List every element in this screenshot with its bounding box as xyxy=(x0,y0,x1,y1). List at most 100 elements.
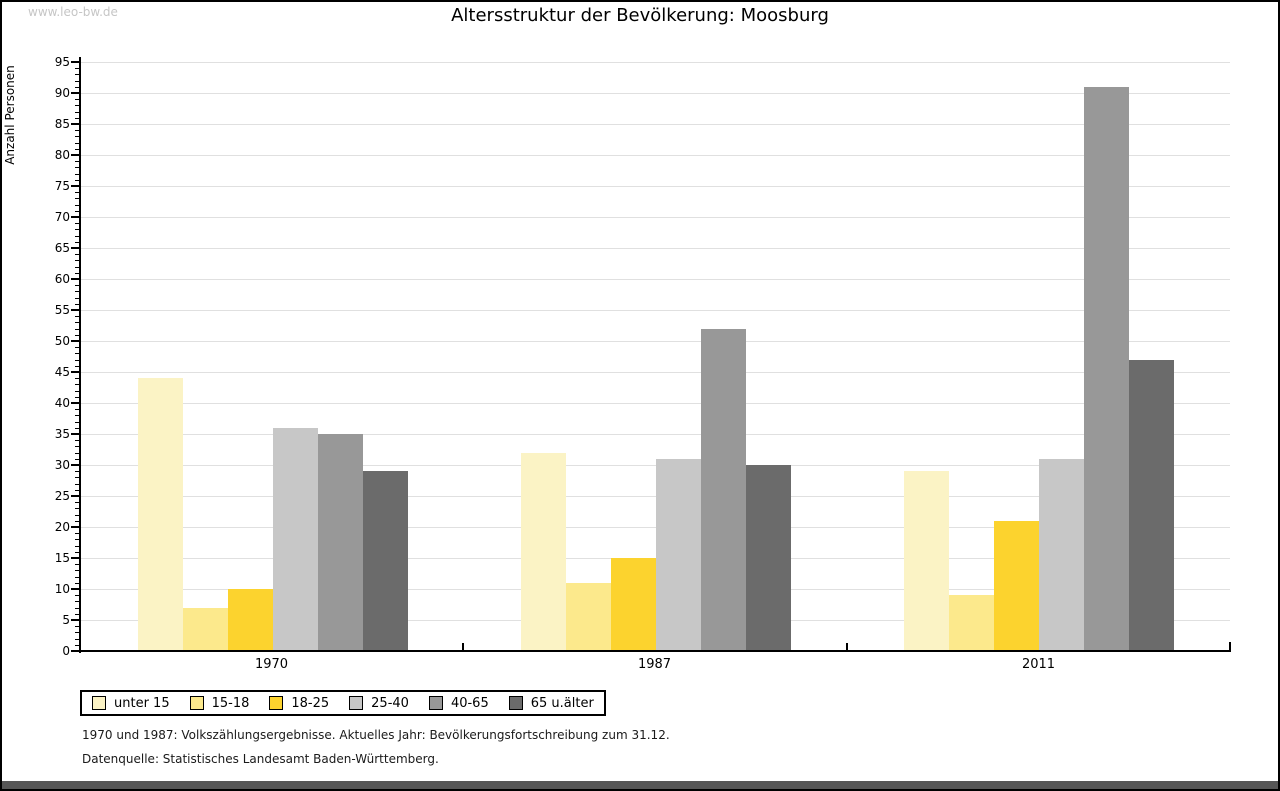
y-minor-tick xyxy=(75,570,79,571)
y-minor-tick xyxy=(75,329,79,330)
y-minor-tick xyxy=(75,304,79,305)
bar xyxy=(566,583,611,651)
y-major-tick xyxy=(71,588,79,590)
y-tick-label: 25 xyxy=(54,489,70,503)
y-minor-tick xyxy=(75,205,79,206)
bar xyxy=(363,471,408,651)
chart-legend: unter 15 15-18 18-25 25-40 40-65 65 u.älter xyxy=(80,690,606,716)
y-minor-tick xyxy=(75,415,79,416)
legend-item: 15-18 xyxy=(189,695,250,711)
y-minor-tick xyxy=(75,267,79,268)
bar xyxy=(138,378,183,651)
y-minor-tick xyxy=(75,577,79,578)
y-minor-tick xyxy=(75,223,79,224)
y-tick-label: 10 xyxy=(54,582,70,596)
x-end-tick xyxy=(1229,642,1231,651)
gridline xyxy=(80,434,1230,435)
y-tick-label: 55 xyxy=(54,303,70,317)
y-major-tick xyxy=(71,216,79,218)
y-minor-tick xyxy=(75,198,79,199)
legend-label: unter 15 xyxy=(114,695,170,711)
x-category-label: 1987 xyxy=(637,657,672,672)
y-minor-tick xyxy=(75,521,79,522)
y-tick-label: 30 xyxy=(54,458,70,472)
y-minor-tick xyxy=(75,366,79,367)
y-minor-tick xyxy=(75,236,79,237)
bar xyxy=(904,471,949,651)
y-major-tick xyxy=(71,402,79,404)
y-minor-tick xyxy=(75,409,79,410)
x-axis-line xyxy=(79,650,1231,652)
legend-label: 40-65 xyxy=(450,695,489,711)
watermark: www.leo-bw.de xyxy=(28,5,118,19)
y-major-tick xyxy=(71,309,79,311)
y-minor-tick xyxy=(75,130,79,131)
y-tick-label: 95 xyxy=(54,55,70,69)
y-minor-tick xyxy=(75,211,79,212)
legend-item: 18-25 xyxy=(269,696,329,711)
bottom-scrollbar[interactable] xyxy=(2,781,1278,789)
y-minor-tick xyxy=(75,397,79,398)
y-minor-tick xyxy=(75,118,79,119)
legend-label: 15-18 xyxy=(211,695,250,711)
y-major-tick xyxy=(71,650,79,652)
y-tick-label: 70 xyxy=(54,210,70,224)
y-axis-line xyxy=(79,57,81,653)
y-minor-tick xyxy=(75,105,79,106)
gridline xyxy=(80,527,1230,528)
y-minor-tick xyxy=(75,515,79,516)
gridline xyxy=(80,93,1230,94)
gridline xyxy=(80,279,1230,280)
y-tick-label: 45 xyxy=(54,365,70,379)
y-minor-tick xyxy=(75,322,79,323)
y-major-tick xyxy=(71,278,79,280)
y-minor-tick xyxy=(75,632,79,633)
y-minor-tick xyxy=(75,477,79,478)
bar xyxy=(1129,360,1174,651)
y-minor-tick xyxy=(75,99,79,100)
legend-label: 65 u.älter xyxy=(530,695,594,711)
y-minor-tick xyxy=(75,273,79,274)
y-minor-tick xyxy=(75,242,79,243)
gridline xyxy=(80,155,1230,156)
y-minor-tick xyxy=(75,81,79,82)
y-minor-tick xyxy=(75,316,79,317)
y-minor-tick xyxy=(75,391,79,392)
y-major-tick xyxy=(71,247,79,249)
y-minor-tick xyxy=(75,149,79,150)
y-minor-tick xyxy=(75,440,79,441)
gridline xyxy=(80,403,1230,404)
y-minor-tick xyxy=(75,285,79,286)
gridline xyxy=(80,217,1230,218)
y-minor-tick xyxy=(75,546,79,547)
legend-swatch xyxy=(349,696,364,710)
bar xyxy=(521,453,566,651)
x-boundary-tick xyxy=(846,643,848,651)
y-minor-tick xyxy=(75,484,79,485)
gridline xyxy=(80,310,1230,311)
x-category-label: 1970 xyxy=(254,657,289,672)
y-minor-tick xyxy=(75,645,79,646)
y-minor-tick xyxy=(75,180,79,181)
y-tick-label: 35 xyxy=(54,427,70,441)
bar xyxy=(273,428,318,651)
gridline xyxy=(80,186,1230,187)
y-minor-tick xyxy=(75,564,79,565)
y-minor-tick xyxy=(75,167,79,168)
y-major-tick xyxy=(71,340,79,342)
y-minor-tick xyxy=(75,490,79,491)
bar xyxy=(1084,87,1129,651)
gridline xyxy=(80,62,1230,63)
bar xyxy=(183,608,228,651)
y-tick-label: 80 xyxy=(54,148,70,162)
footnote-line-1: 1970 und 1987: Volkszählungsergebnisse. … xyxy=(82,728,670,742)
y-tick-label: 40 xyxy=(54,396,70,410)
y-tick-label: 50 xyxy=(54,334,70,348)
y-tick-label: 0 xyxy=(62,644,70,658)
legend-swatch xyxy=(428,696,443,710)
y-minor-tick xyxy=(75,74,79,75)
y-tick-label: 5 xyxy=(62,613,70,627)
y-major-tick xyxy=(71,371,79,373)
legend-label: 18-25 xyxy=(291,695,330,711)
y-minor-tick xyxy=(75,68,79,69)
